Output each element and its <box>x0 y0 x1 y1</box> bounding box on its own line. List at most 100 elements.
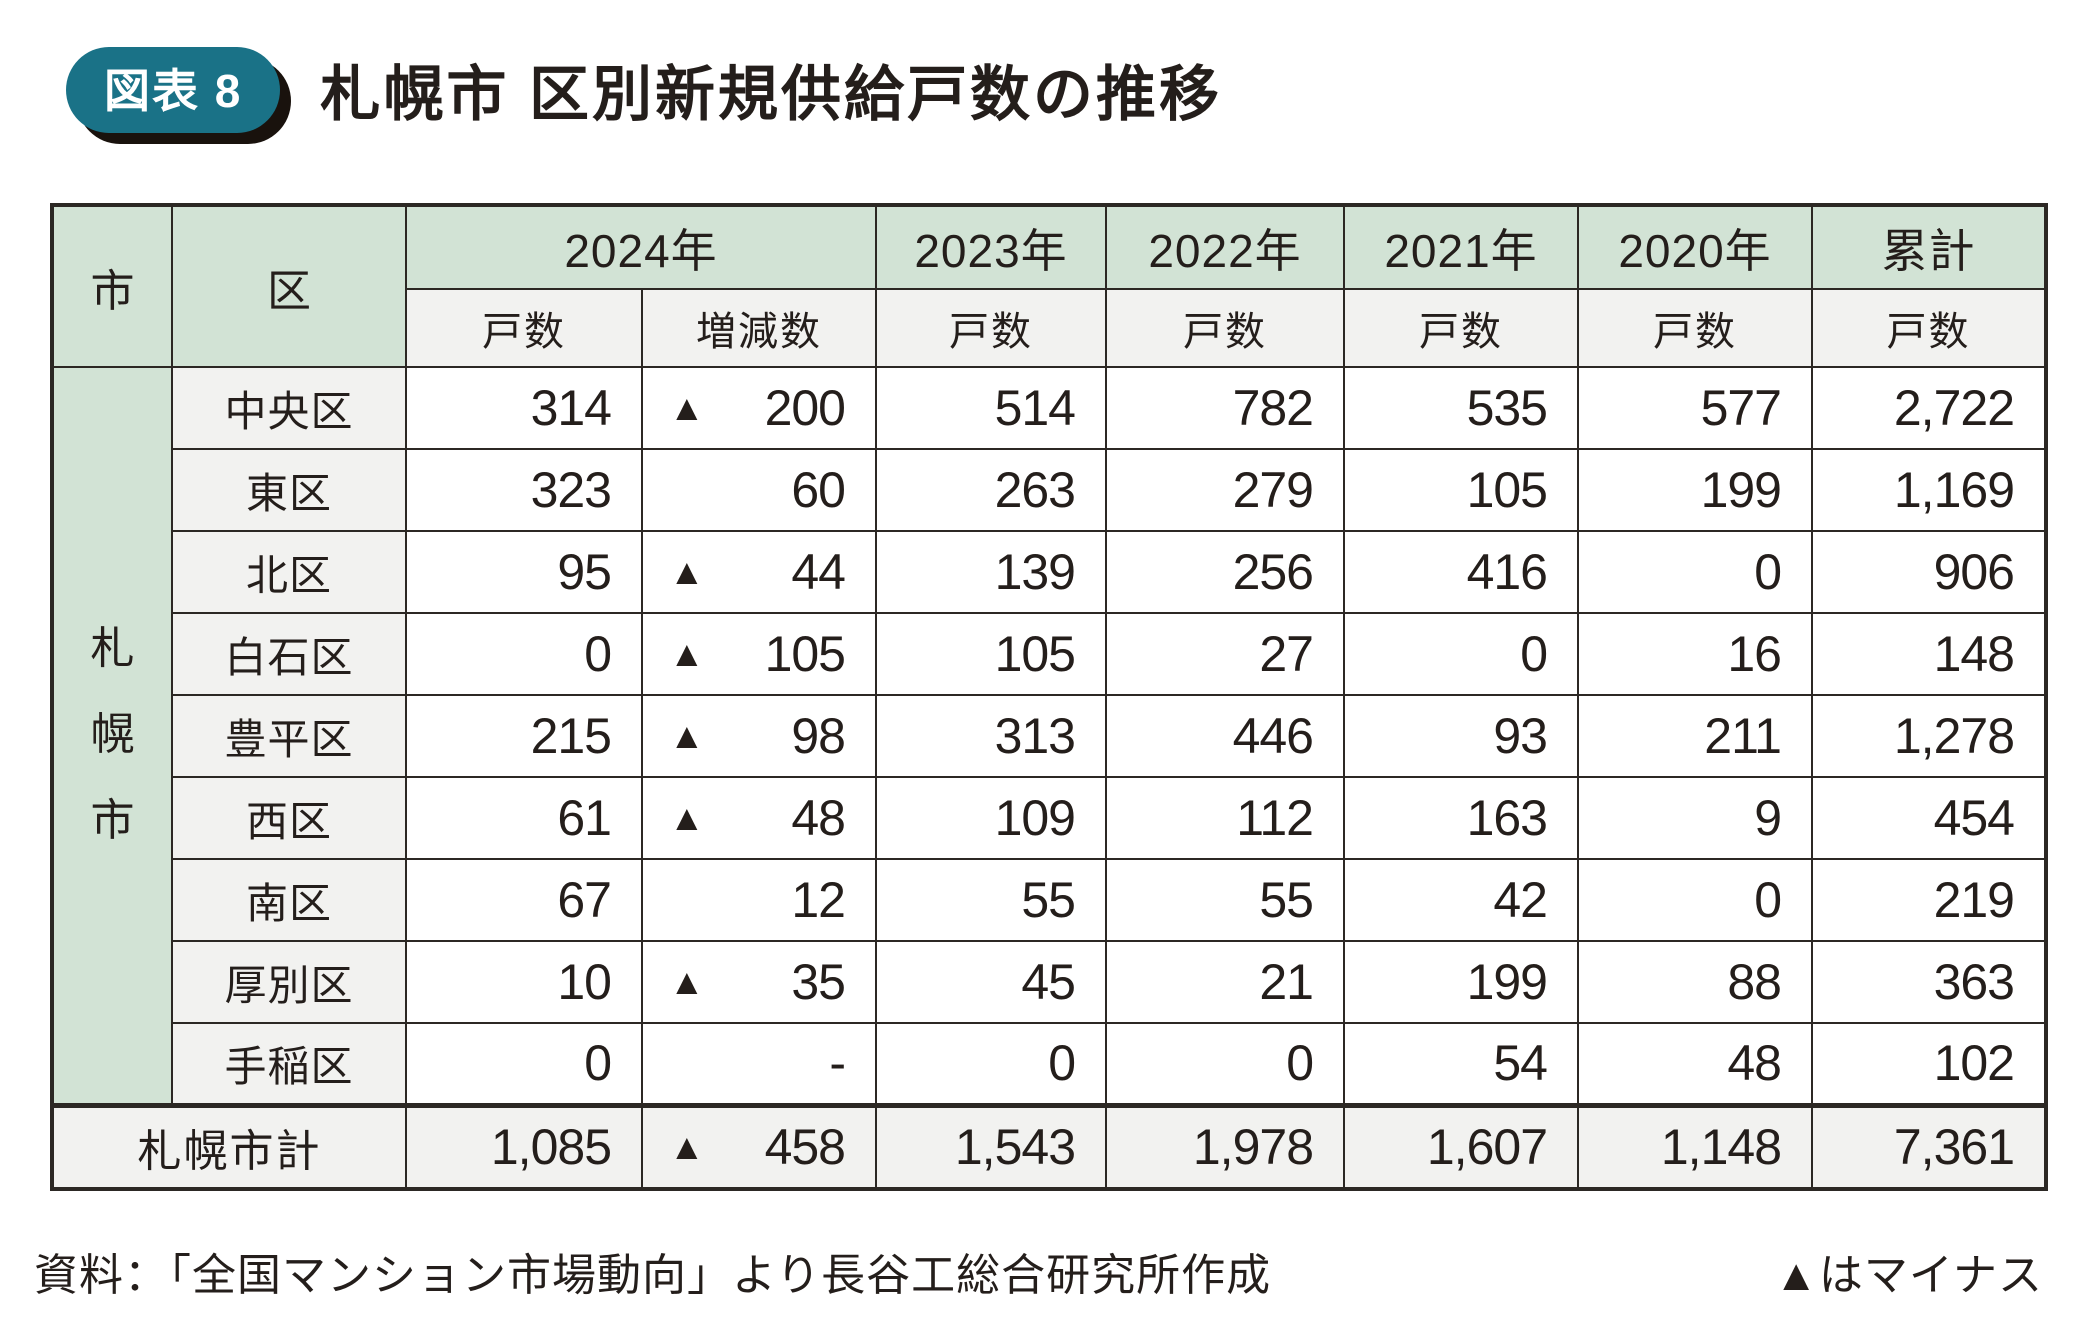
units-2023-cell: 263 <box>875 448 1107 532</box>
ward-name-cell: 豊平区 <box>171 694 407 778</box>
units-2022-cell: 27 <box>1105 612 1345 696</box>
ward-name-cell: 厚別区 <box>171 940 407 1024</box>
subheader-units-2020: 戸数 <box>1577 288 1813 368</box>
city-char: 市 <box>90 796 135 846</box>
units-2021-cell: 54 <box>1343 1022 1579 1106</box>
change-value: 44 <box>791 544 846 600</box>
units-2022-cell: 279 <box>1105 448 1345 532</box>
subheader-units-2022: 戸数 <box>1105 288 1345 368</box>
column-header-city: 市 <box>51 204 173 368</box>
change-value: 35 <box>791 954 846 1010</box>
units-2024-cell: 314 <box>405 366 643 450</box>
change-value: - <box>829 1035 846 1092</box>
column-header-2022: 2022年 <box>1105 204 1345 290</box>
figure-badge-label: 図表 8 <box>104 64 243 117</box>
ward-name-cell: 中央区 <box>171 366 407 450</box>
units-2023-cell: 55 <box>875 858 1107 942</box>
units-2024-cell: 1,085 <box>405 1102 643 1190</box>
units-2023-cell: 0 <box>875 1022 1107 1106</box>
units-2022-cell: 55 <box>1105 858 1345 942</box>
units-2021-cell: 1,607 <box>1343 1102 1579 1190</box>
minus-triangle-icon: ▲ <box>669 797 705 838</box>
change-value: 458 <box>764 1119 846 1176</box>
change-cell: 12 <box>641 858 877 942</box>
column-header-cumulative: 累計 <box>1811 204 2047 290</box>
source-note: 資料：「全国マンション市場動向」より長谷工総合研究所作成 <box>34 1251 1272 1300</box>
units-2024-cell: 67 <box>405 858 643 942</box>
units-2021-cell: 535 <box>1343 366 1579 450</box>
ward-row: 西区 61 ▲ 48 109 112 163 9 454 <box>52 776 2047 860</box>
ward-name-cell: 西区 <box>171 776 407 860</box>
units-2022-cell: 782 <box>1105 366 1345 450</box>
city-total-row: 札幌市計 1,085 ▲ 458 1,543 1,978 1,607 1,148… <box>51 1102 2047 1190</box>
units-2024-cell: 323 <box>405 448 643 532</box>
ward-name-cell: 北区 <box>171 530 407 614</box>
subheader-change-2024: 増減数 <box>641 288 877 368</box>
change-cell: ▲ 48 <box>641 776 877 860</box>
ward-row: 手稲区 0 - 0 0 54 48 102 <box>52 1022 2047 1106</box>
figure-badge: 図表 8 <box>66 46 281 133</box>
units-2020-cell: 211 <box>1577 694 1813 778</box>
units-2023-cell: 313 <box>875 694 1107 778</box>
ward-row: 札 幌 市 中央区 314 ▲ 200 514 782 535 577 <box>51 366 2047 1106</box>
units-2024-cell: 61 <box>405 776 643 860</box>
units-cumulative-cell: 454 <box>1811 776 2047 860</box>
units-2024-cell: 95 <box>405 530 643 614</box>
city-char: 札 <box>90 624 135 674</box>
units-2022-cell: 21 <box>1105 940 1345 1024</box>
total-label-cell: 札幌市計 <box>51 1102 407 1190</box>
units-2022-cell: 1,978 <box>1105 1102 1345 1190</box>
change-value: 12 <box>791 872 846 928</box>
supply-table: 市 区 2024年 2023年 2022年 2021年 2020年 累計 戸数 … <box>50 203 2048 1191</box>
units-2021-cell: 93 <box>1343 694 1579 778</box>
change-cell: ▲ 44 <box>641 530 877 614</box>
units-2020-cell: 88 <box>1577 940 1813 1024</box>
units-cumulative-cell: 7,361 <box>1811 1102 2047 1190</box>
units-cumulative-cell: 1,278 <box>1811 694 2047 778</box>
column-header-2024: 2024年 <box>405 204 877 290</box>
units-2022-cell: 112 <box>1105 776 1345 860</box>
ward-row: 南区 67 12 55 55 42 0 219 <box>52 858 2047 942</box>
units-cumulative-cell: 102 <box>1811 1022 2047 1106</box>
figure-footer: 資料：「全国マンション市場動向」より長谷工総合研究所作成 ▲はマイナス <box>34 1239 2043 1303</box>
change-value: 200 <box>764 380 846 436</box>
column-header-2023: 2023年 <box>875 204 1107 290</box>
units-cumulative-cell: 2,722 <box>1811 366 2047 450</box>
units-2023-cell: 514 <box>875 366 1107 450</box>
units-cumulative-cell: 363 <box>1811 940 2047 1024</box>
subheader-units-2021: 戸数 <box>1343 288 1579 368</box>
ward-row: 北区 95 ▲ 44 139 256 416 0 906 <box>52 530 2047 614</box>
figure-header: 図表 8 札幌市 区別新規供給戸数の推移 <box>66 46 2095 133</box>
city-char: 幌 <box>90 710 135 760</box>
column-header-2020: 2020年 <box>1577 204 1813 290</box>
page-title: 札幌市 区別新規供給戸数の推移 <box>320 61 1223 128</box>
subheader-units-2023: 戸数 <box>875 288 1107 368</box>
city-vertical-label: 札 幌 市 <box>54 627 171 843</box>
units-2024-cell: 0 <box>405 1022 643 1106</box>
ward-row: 豊平区 215 ▲ 98 313 446 93 211 1,278 <box>52 694 2047 778</box>
units-cumulative-cell: 906 <box>1811 530 2047 614</box>
units-2020-cell: 577 <box>1577 366 1813 450</box>
units-2020-cell: 16 <box>1577 612 1813 696</box>
units-2022-cell: 256 <box>1105 530 1345 614</box>
units-2020-cell: 9 <box>1577 776 1813 860</box>
minus-legend-note: ▲はマイナス <box>1774 1251 2043 1300</box>
change-cell: - <box>641 1022 877 1106</box>
minus-triangle-icon: ▲ <box>669 387 705 428</box>
units-2020-cell: 199 <box>1577 448 1813 532</box>
ward-row: 厚別区 10 ▲ 35 45 21 199 88 363 <box>52 940 2047 1024</box>
subheader-units-cumulative: 戸数 <box>1811 288 2047 368</box>
units-2022-cell: 0 <box>1105 1022 1345 1106</box>
change-value: 98 <box>791 708 846 764</box>
units-2023-cell: 105 <box>875 612 1107 696</box>
units-2020-cell: 0 <box>1577 530 1813 614</box>
column-header-2021: 2021年 <box>1343 204 1579 290</box>
units-2020-cell: 1,148 <box>1577 1102 1813 1190</box>
change-cell: ▲ 200 <box>641 366 877 450</box>
change-value: 105 <box>764 626 846 682</box>
units-2021-cell: 42 <box>1343 858 1579 942</box>
units-2021-cell: 163 <box>1343 776 1579 860</box>
column-header-ward: 区 <box>171 204 407 368</box>
change-value: 60 <box>791 462 846 518</box>
